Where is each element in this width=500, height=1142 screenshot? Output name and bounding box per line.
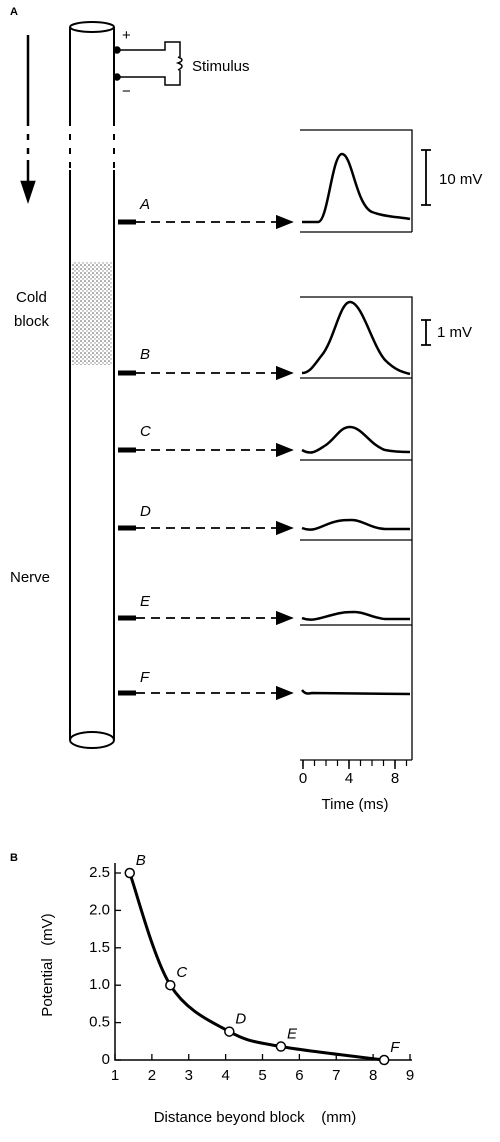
data-point xyxy=(224,1026,235,1037)
x-tick-label: 6 xyxy=(295,1067,303,1084)
electrode-label: D xyxy=(140,503,151,520)
minus-sign: − xyxy=(122,83,131,100)
time-tick-label: 4 xyxy=(345,770,353,787)
time-tick-label: 8 xyxy=(391,770,399,787)
fit-curve xyxy=(128,872,385,1062)
panel-label: B xyxy=(10,852,18,864)
y-tick-label: 1.5 xyxy=(89,939,110,956)
x-tick-label: 3 xyxy=(185,1067,193,1084)
x-tick-label: 2 xyxy=(148,1067,156,1084)
data-point xyxy=(165,979,176,991)
cold-block-label: Cold xyxy=(16,289,47,306)
electrode-label: C xyxy=(140,423,151,440)
scale-bars xyxy=(421,149,431,346)
nerve-label: Nerve xyxy=(10,569,50,586)
plus-sign: + xyxy=(122,27,131,44)
x-tick-label: 7 xyxy=(332,1067,340,1084)
data-point xyxy=(124,867,135,879)
scale-label: 10 mV xyxy=(439,171,482,188)
point-label: C xyxy=(176,964,187,981)
stimulus-electrodes xyxy=(113,41,183,86)
time-tick-label: 0 xyxy=(299,770,307,787)
data-point xyxy=(378,1054,390,1066)
y-tick-label: 1.0 xyxy=(89,976,110,993)
direction-arrow xyxy=(20,35,36,204)
y-axis-label: Potential (mV) xyxy=(39,913,56,1016)
scale-label: 1 mV xyxy=(437,324,472,341)
nerve xyxy=(69,21,115,749)
time-label: Time (ms) xyxy=(322,796,389,813)
electrode-label: F xyxy=(140,669,150,686)
voltage-traces xyxy=(301,152,411,696)
trace-frames xyxy=(300,129,413,761)
y-tick-label: 0 xyxy=(102,1051,110,1068)
stimulus-label: Stimulus xyxy=(192,58,250,75)
y-tick-label: 0.5 xyxy=(89,1014,110,1031)
panel-label: A xyxy=(10,6,18,18)
point-label: F xyxy=(390,1039,400,1056)
point-label: D xyxy=(235,1011,246,1028)
electrode-label: A xyxy=(139,196,150,213)
x-tick-label: 5 xyxy=(258,1067,266,1084)
y-tick-label: 2.5 xyxy=(89,864,110,881)
electrode-label: E xyxy=(140,593,151,610)
x-tick-label: 9 xyxy=(406,1067,414,1084)
x-tick-label: 4 xyxy=(221,1067,229,1084)
y-tick-label: 2.0 xyxy=(89,901,110,918)
x-tick-label: 8 xyxy=(369,1067,377,1084)
x-tick-label: 1 xyxy=(111,1067,119,1084)
electrode-label: B xyxy=(140,346,150,363)
cold-block-label: block xyxy=(14,313,50,330)
point-label: E xyxy=(287,1026,298,1043)
point-label: B xyxy=(136,852,146,869)
x-axis-label: Distance beyond block (mm) xyxy=(154,1109,357,1126)
data-point xyxy=(275,1041,287,1052)
